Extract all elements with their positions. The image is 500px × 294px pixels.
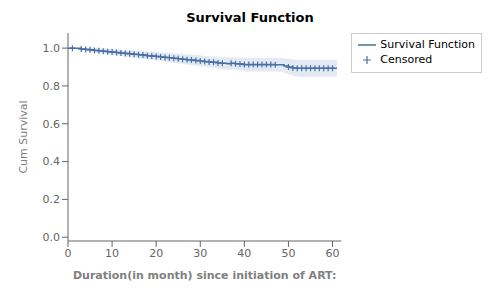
svg-text:30: 30	[193, 247, 207, 260]
svg-text:0.8: 0.8	[43, 80, 61, 93]
html-text:Survival Function: Survival Function	[186, 10, 314, 25]
html-text:Censored: Censored	[380, 53, 433, 66]
svg-text:0.6: 0.6	[43, 118, 61, 131]
svg-text:20: 20	[149, 247, 163, 260]
svg-text:40: 40	[237, 247, 251, 260]
svg-text:0.4: 0.4	[43, 155, 61, 168]
svg-text:0.2: 0.2	[43, 193, 61, 206]
svg-text:50: 50	[281, 247, 295, 260]
svg-text:0: 0	[65, 247, 72, 260]
svg-text:0.0: 0.0	[43, 231, 61, 244]
svg-text:Duration(in month) since initi: Duration(in month) since initiation of A…	[73, 269, 336, 282]
svg-text:10: 10	[105, 247, 119, 260]
svg-text:Cum Survival: Cum Survival	[17, 100, 30, 173]
svg-text:1.0: 1.0	[43, 42, 61, 55]
html-text:Survival Function: Survival Function	[380, 38, 475, 51]
svg-text:60: 60	[326, 247, 340, 260]
